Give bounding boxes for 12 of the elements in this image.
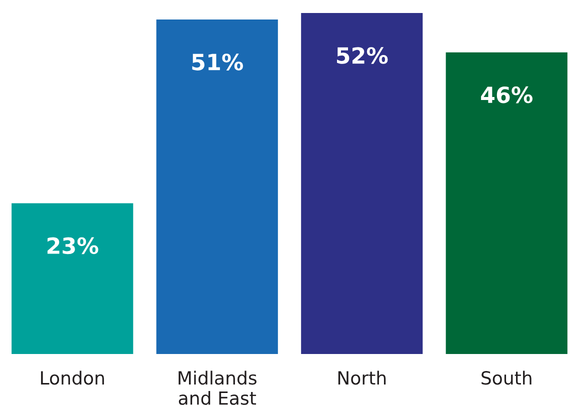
x-tick-label: North xyxy=(338,370,386,385)
data-label: 46% xyxy=(481,86,533,104)
bar xyxy=(12,203,134,354)
bar xyxy=(301,12,423,354)
data-label: 52% xyxy=(336,47,388,64)
x-tick-label: South xyxy=(482,370,532,385)
data-label: 51% xyxy=(192,54,244,70)
bar xyxy=(156,20,278,354)
data-label: 23% xyxy=(48,237,98,254)
x-tick-label: London xyxy=(41,370,104,385)
x-tick-label: Midlands and East xyxy=(178,370,256,405)
bar xyxy=(446,52,568,354)
